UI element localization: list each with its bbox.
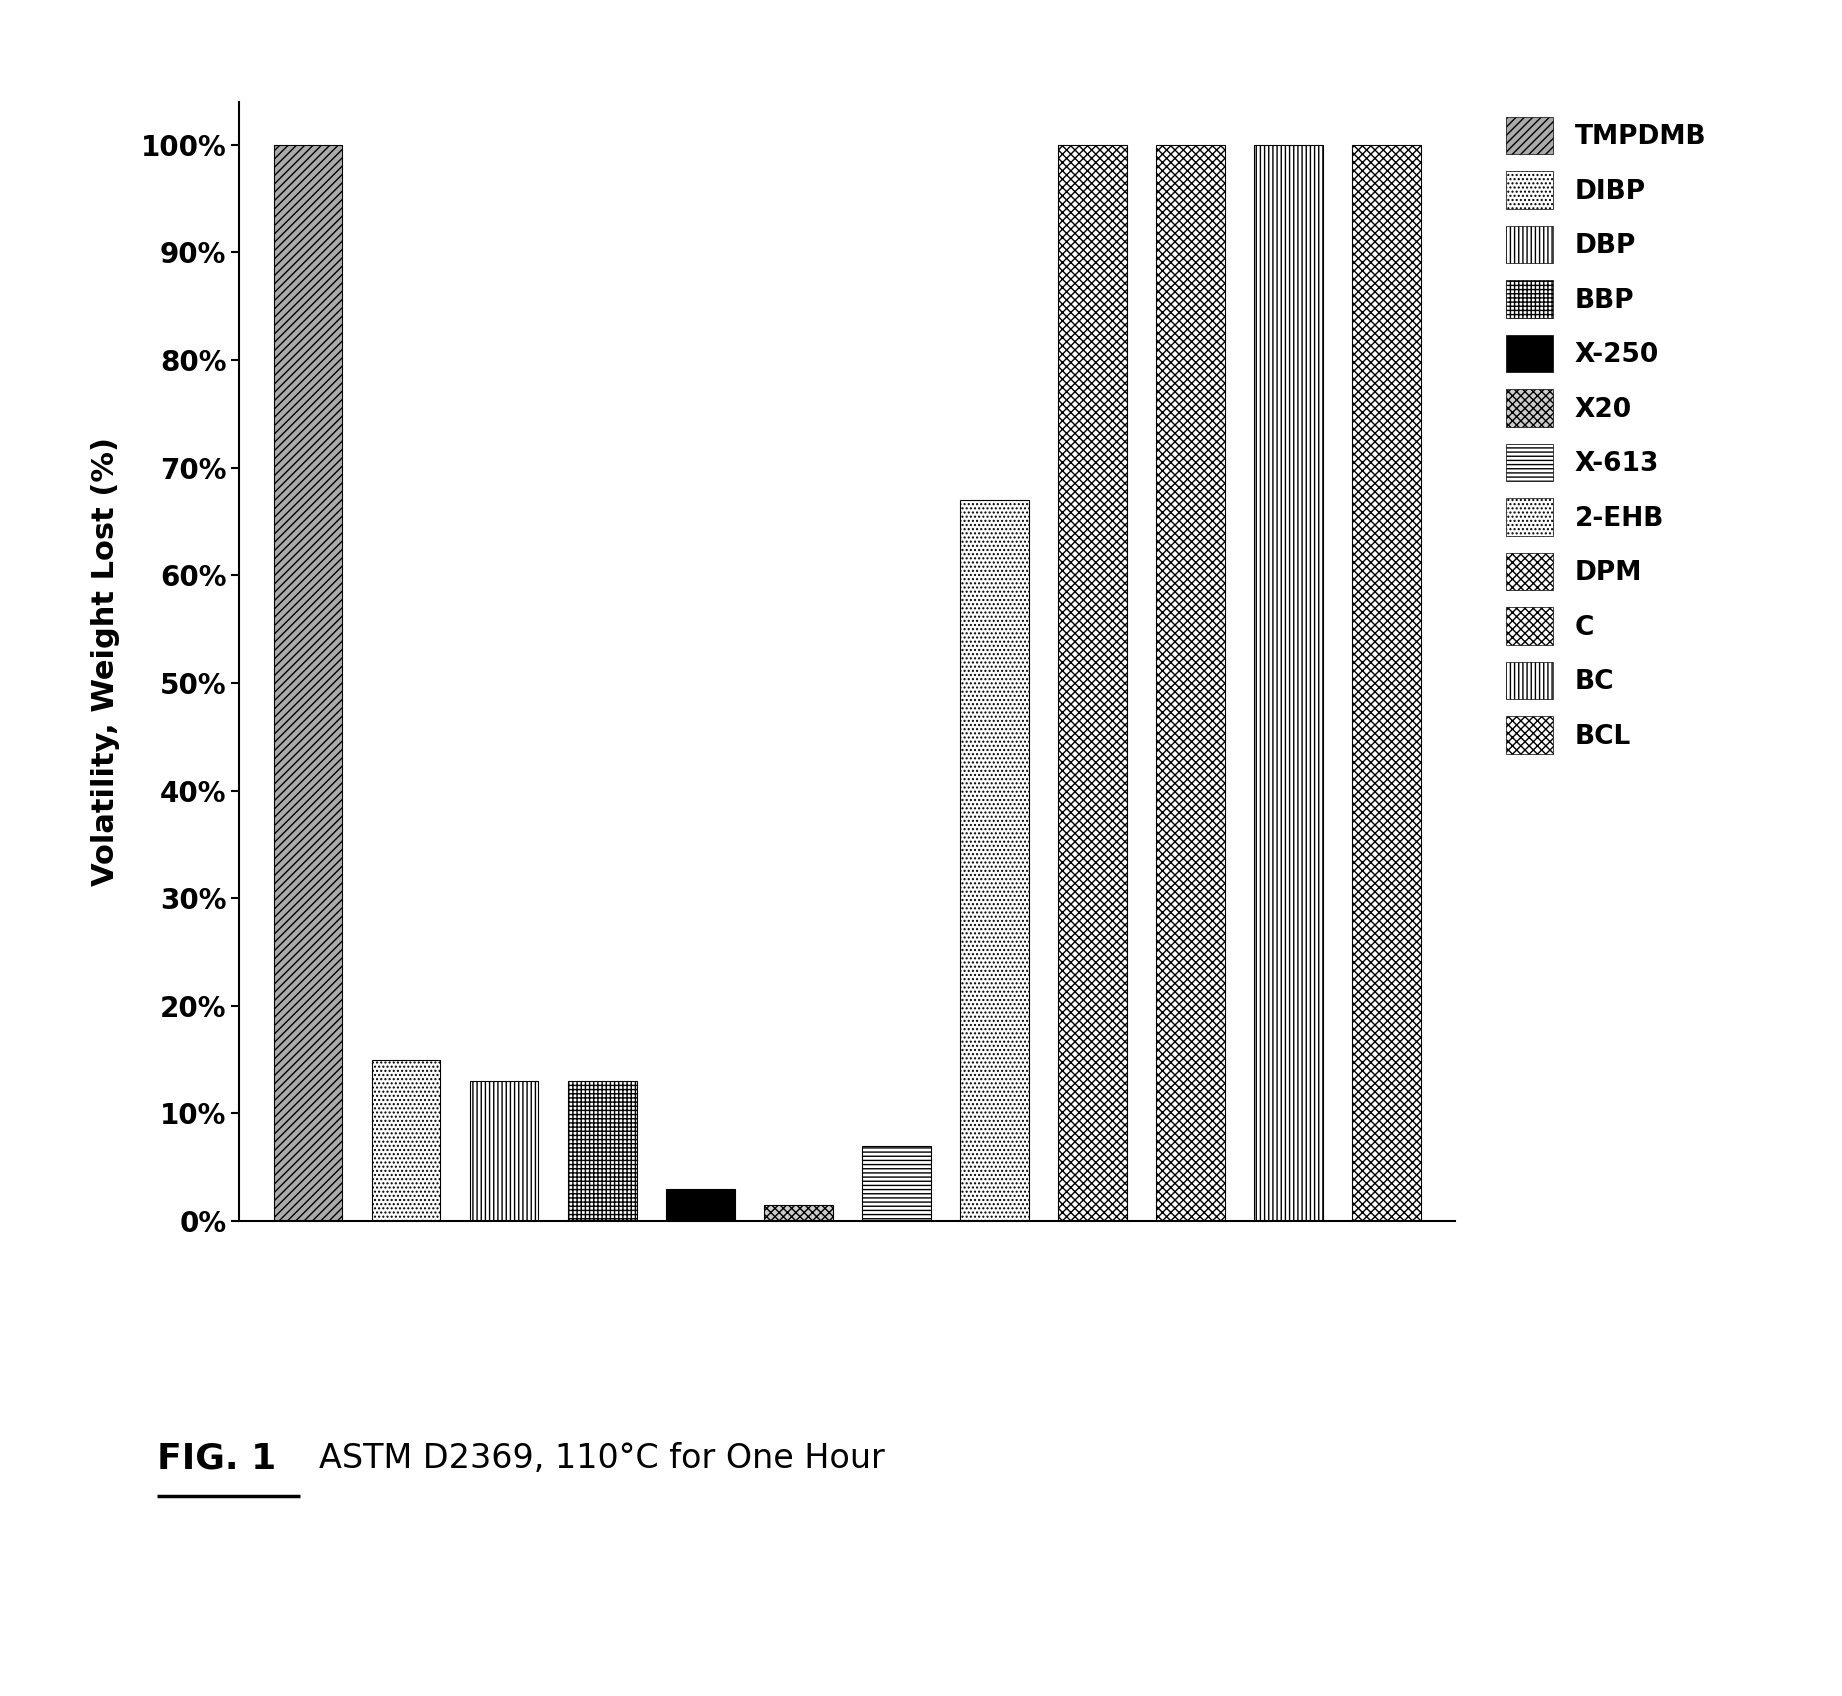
Bar (372, 1060, 440, 1221)
Bar (1352, 144, 1420, 1221)
Text: FIG. 1: FIG. 1 (157, 1442, 276, 1476)
Legend: TMPDMB, DIBP, DBP, BBP, X-250, X20, X-613, 2-EHB, DPM, C, BC, BCL: TMPDMB, DIBP, DBP, BBP, X-250, X20, X-61… (1492, 103, 1719, 767)
Bar (274, 144, 343, 1221)
Bar (1254, 144, 1323, 1221)
Bar (567, 1082, 637, 1221)
Bar (960, 500, 1028, 1221)
Bar (1057, 144, 1127, 1221)
Bar (862, 1146, 930, 1221)
Bar (764, 1204, 833, 1221)
Bar (1157, 144, 1225, 1221)
Y-axis label: Volatility, Weight Lost (%): Volatility, Weight Lost (%) (90, 438, 120, 885)
Bar (470, 1082, 538, 1221)
Bar (667, 1189, 735, 1221)
Text: ASTM D2369, 110°C for One Hour: ASTM D2369, 110°C for One Hour (319, 1442, 884, 1476)
